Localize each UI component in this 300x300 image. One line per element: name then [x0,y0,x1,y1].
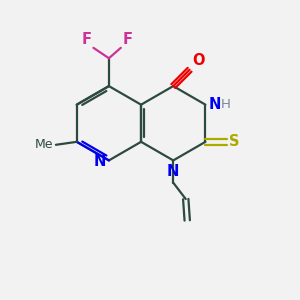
Text: N: N [167,164,179,179]
Text: N: N [208,97,221,112]
Text: F: F [123,32,133,46]
Text: H: H [220,98,230,111]
Text: F: F [81,32,92,46]
Text: O: O [192,53,205,68]
Text: N: N [94,154,106,169]
Text: S: S [229,134,240,149]
Text: Me: Me [35,138,53,151]
